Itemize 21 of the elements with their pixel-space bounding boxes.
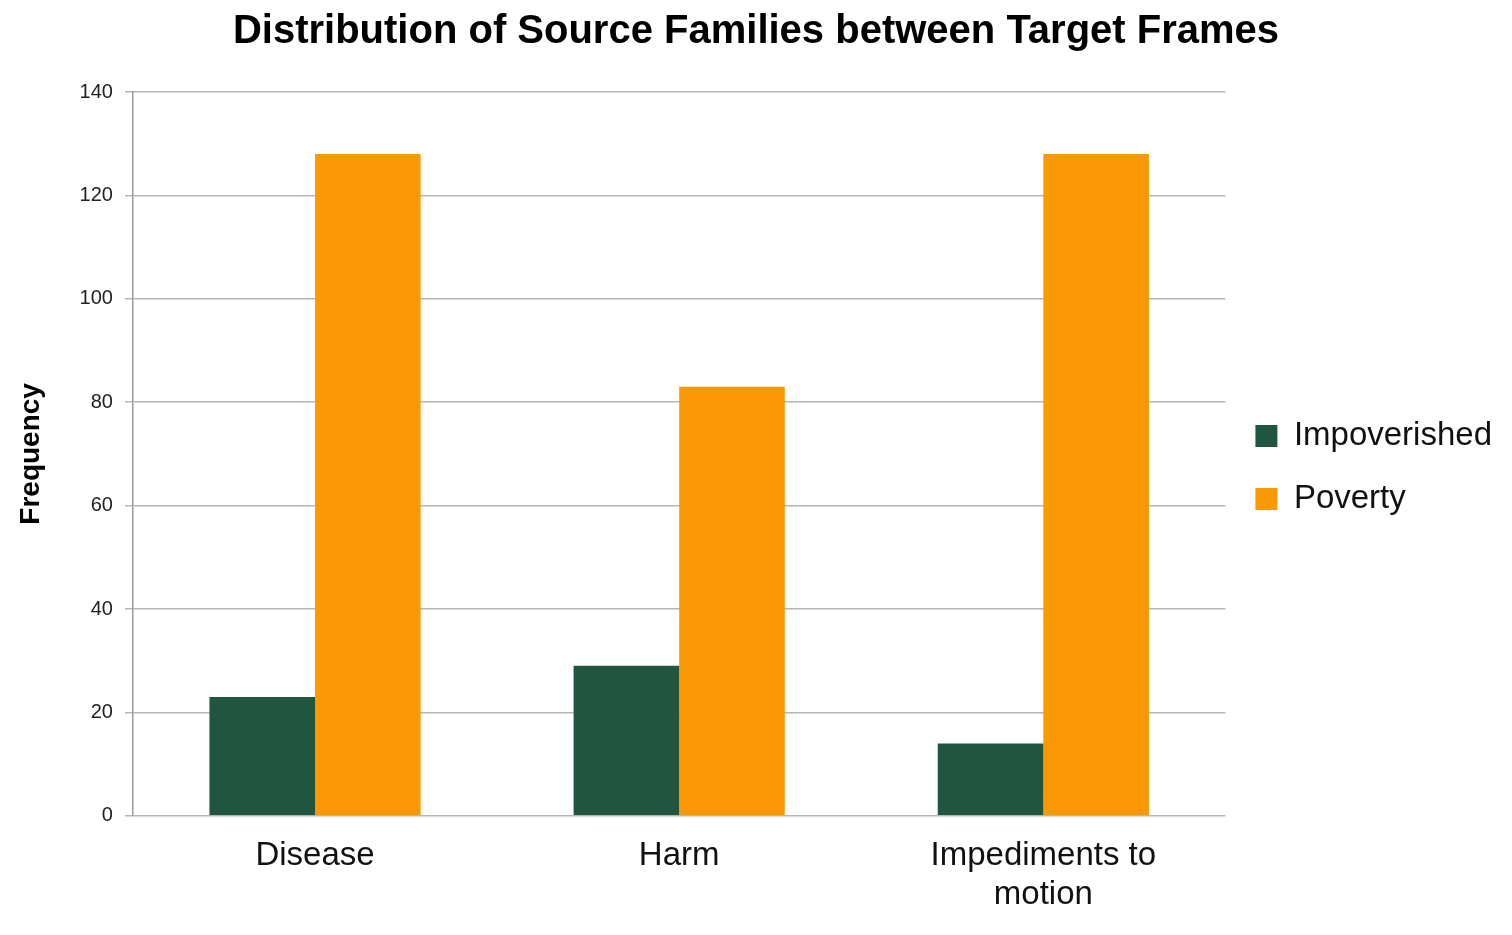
bar — [937, 743, 1044, 816]
y-tick-label: 60 — [90, 493, 113, 516]
y-tick-label: 40 — [90, 596, 113, 619]
bar — [679, 386, 785, 816]
bar — [573, 665, 680, 816]
x-tick-label: Impediments to motion — [930, 834, 1157, 912]
y-axis-title: Frequency — [13, 382, 45, 525]
y-tick-label: 0 — [101, 803, 113, 826]
legend-label: Impoverished — [1293, 415, 1493, 453]
bar — [1043, 154, 1149, 816]
bar — [315, 154, 421, 816]
legend-label: Poverty — [1293, 478, 1407, 516]
y-tick-label: 20 — [90, 699, 113, 722]
y-tick-label: 140 — [79, 79, 113, 102]
x-tick-label: Disease — [255, 834, 375, 872]
chart-title: Distribution of Source Families between Target Frames — [232, 7, 1280, 52]
y-tick-label: 80 — [90, 389, 113, 412]
y-tick-label: 100 — [79, 286, 113, 309]
y-tick-label: 120 — [79, 182, 113, 205]
x-tick-label: Harm — [638, 834, 720, 872]
bar — [209, 696, 316, 816]
